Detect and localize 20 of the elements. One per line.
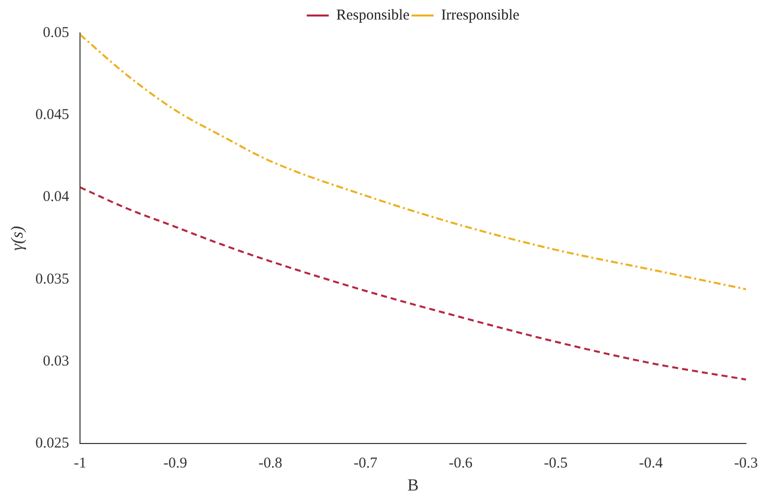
legend-label: Irresponsible [441, 7, 520, 24]
y-tick-label: 0.05 [42, 24, 70, 41]
y-tick-label: 0.045 [35, 107, 70, 124]
y-tick-label: 0.025 [35, 436, 70, 452]
line-series [80, 186, 746, 381]
y-tick-label: 0.04 [42, 189, 70, 206]
y-tick-label: 0.03 [42, 353, 70, 370]
y-axis-title: γ(s) [8, 226, 27, 251]
x-tick-label: -0.5 [544, 456, 568, 472]
x-tick-label: -0.4 [639, 456, 664, 472]
line-series [80, 34, 746, 290]
x-axis-title: B [407, 475, 419, 494]
legend-label: Responsible [336, 7, 410, 24]
x-tick-label: -0.3 [734, 456, 758, 472]
x-tick-label: -0.6 [448, 456, 474, 472]
x-tick-label: -1 [74, 456, 86, 472]
x-tick-label: -0.9 [163, 456, 188, 472]
y-tick-label: 0.035 [35, 271, 70, 288]
x-tick-label: -0.8 [258, 456, 282, 472]
x-tick-label: -0.7 [354, 456, 378, 472]
